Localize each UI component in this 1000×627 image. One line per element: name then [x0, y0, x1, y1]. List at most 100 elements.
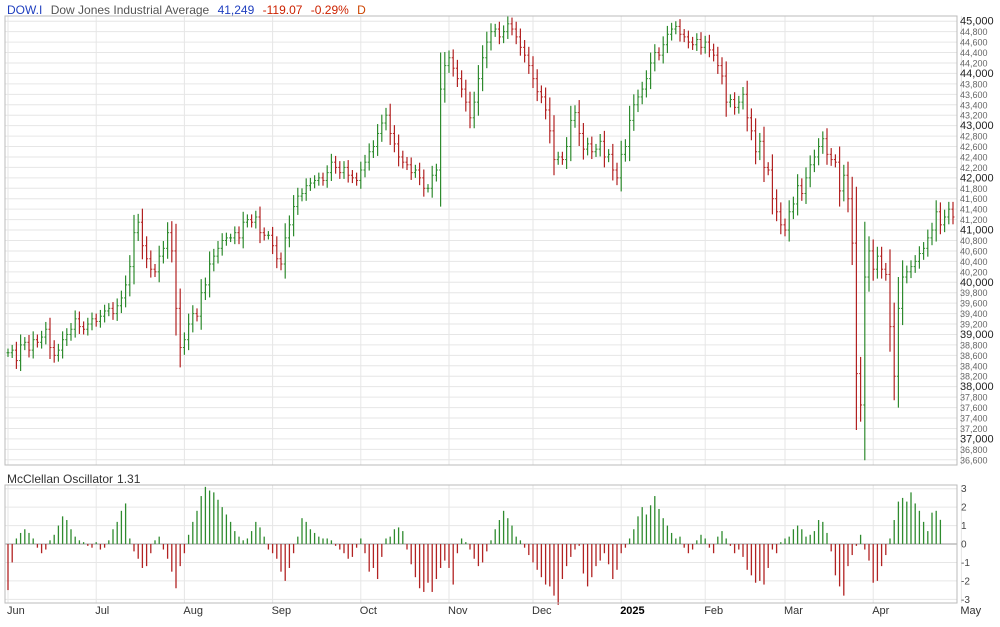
price-tick-label: 38,600	[960, 351, 988, 361]
price-tick-label: 40,000	[960, 277, 994, 289]
ohlc-bar	[640, 81, 644, 105]
ohlc-bar	[703, 35, 707, 54]
ohlc-bar	[779, 202, 783, 235]
ohlc-bar	[724, 61, 728, 117]
price-tick-label: 43,600	[960, 90, 988, 100]
ohlc-bar	[909, 260, 913, 279]
price-tick-label: 37,200	[960, 424, 988, 434]
ohlc-bar	[926, 229, 930, 257]
chart-header: DOW.I Dow Jones Industrial Average 41,24…	[7, 3, 371, 17]
price-tick-label: 43,800	[960, 79, 988, 89]
price-tick-label: 42,400	[960, 152, 988, 162]
symbol[interactable]: DOW.I	[7, 3, 43, 17]
ohlc-bar	[783, 218, 787, 237]
ohlc-bar	[665, 25, 669, 54]
ohlc-bar	[199, 279, 203, 330]
ohlc-bar	[422, 169, 426, 197]
ohlc-bar	[699, 32, 703, 55]
x-tick-label: Jul	[95, 605, 109, 617]
price-tick-label: 40,400	[960, 257, 988, 267]
ohlc-bar	[388, 103, 392, 145]
price-tick-label: 41,400	[960, 205, 988, 215]
ohlc-bar	[766, 162, 770, 176]
ohlc-bar	[334, 155, 338, 174]
price-tick-label: 41,600	[960, 194, 988, 204]
ohlc-bar	[741, 87, 745, 110]
ohlc-bar	[107, 303, 111, 317]
ohlc-bar	[670, 22, 674, 41]
ohlc-bar	[628, 105, 632, 162]
ohlc-bar	[376, 124, 380, 156]
ohlc-bar	[346, 160, 350, 183]
price-tick-label: 39,000	[960, 329, 994, 341]
ohlc-bar	[178, 288, 182, 368]
ohlc-bar	[262, 227, 266, 241]
ohlc-bar	[560, 151, 564, 165]
ohlc-bar	[510, 17, 514, 36]
ohlc-bar	[266, 231, 270, 240]
ohlc-bar	[833, 154, 837, 168]
ohlc-bar	[224, 232, 228, 246]
ohlc-bar	[434, 163, 438, 182]
ohlc-bar	[250, 214, 254, 228]
oscillator-axis: -3 -2 -1 0 1 2 3	[961, 484, 970, 606]
price-tick-label: 40,200	[960, 267, 988, 277]
ohlc-bar	[636, 89, 640, 113]
ohlc-bar	[313, 175, 317, 189]
ohlc-bar	[237, 226, 241, 245]
ohlc-bar	[48, 317, 52, 360]
ohlc-bar	[481, 45, 485, 92]
ohlc-bar	[917, 246, 921, 269]
oscillator-tick-label: -2	[961, 576, 970, 587]
x-tick-label: Jun	[7, 605, 25, 617]
ohlc-bar	[896, 277, 900, 408]
ohlc-bar	[132, 214, 136, 285]
ohlc-bar	[342, 161, 346, 179]
ohlc-bar	[363, 154, 367, 178]
frequency-label[interactable]: D	[357, 3, 366, 17]
ohlc-bar	[166, 222, 170, 259]
ohlc-bar	[401, 150, 405, 169]
ohlc-bar	[821, 131, 825, 154]
ohlc-bar	[762, 126, 766, 183]
ohlc-bar	[254, 210, 258, 229]
price-tick-label: 44,000	[960, 68, 994, 80]
ohlc-bar	[586, 137, 590, 156]
ohlc-bar	[829, 148, 833, 166]
ohlc-bar	[686, 30, 690, 49]
ohlc-bar	[653, 44, 657, 72]
price-change: -119.07	[262, 3, 303, 17]
ohlc-bar	[31, 331, 35, 359]
ohlc-bar	[527, 46, 531, 74]
price-tick-label: 44,400	[960, 48, 988, 58]
ohlc-bar	[489, 23, 493, 51]
ohlc-bar	[796, 174, 800, 216]
ohlc-bar	[913, 255, 917, 273]
oscillator-tick-label: 1	[961, 521, 967, 532]
ohlc-bar	[296, 187, 300, 215]
price-tick-label: 37,000	[960, 433, 994, 445]
ohlc-bar	[40, 330, 44, 349]
ohlc-bar	[691, 36, 695, 50]
x-tick-label: Mar	[784, 605, 803, 617]
ohlc-bar	[682, 29, 686, 43]
ohlc-bar	[934, 200, 938, 242]
price-tick-label: 39,200	[960, 320, 988, 330]
price-tick-label: 42,800	[960, 132, 988, 142]
ohlc-bar	[220, 233, 224, 256]
ohlc-bar	[497, 21, 501, 45]
oscillator-tick-label: -1	[961, 558, 970, 569]
price-tick-label: 41,800	[960, 184, 988, 194]
ohlc-bar	[426, 184, 430, 193]
ohlc-bar	[23, 337, 27, 351]
price-tick-label: 36,800	[960, 445, 988, 455]
price-axis: 36,60036,80037,00037,20037,40037,60037,8…	[960, 16, 994, 466]
ohlc-bar	[103, 304, 107, 323]
ohlc-bar	[539, 85, 543, 104]
ohlc-bar	[943, 209, 947, 233]
ohlc-bar	[451, 49, 455, 77]
ohlc-bar	[128, 255, 132, 297]
ohlc-bar	[245, 214, 249, 228]
ohlc-bar	[111, 302, 115, 320]
ohlc-bar	[569, 105, 573, 162]
